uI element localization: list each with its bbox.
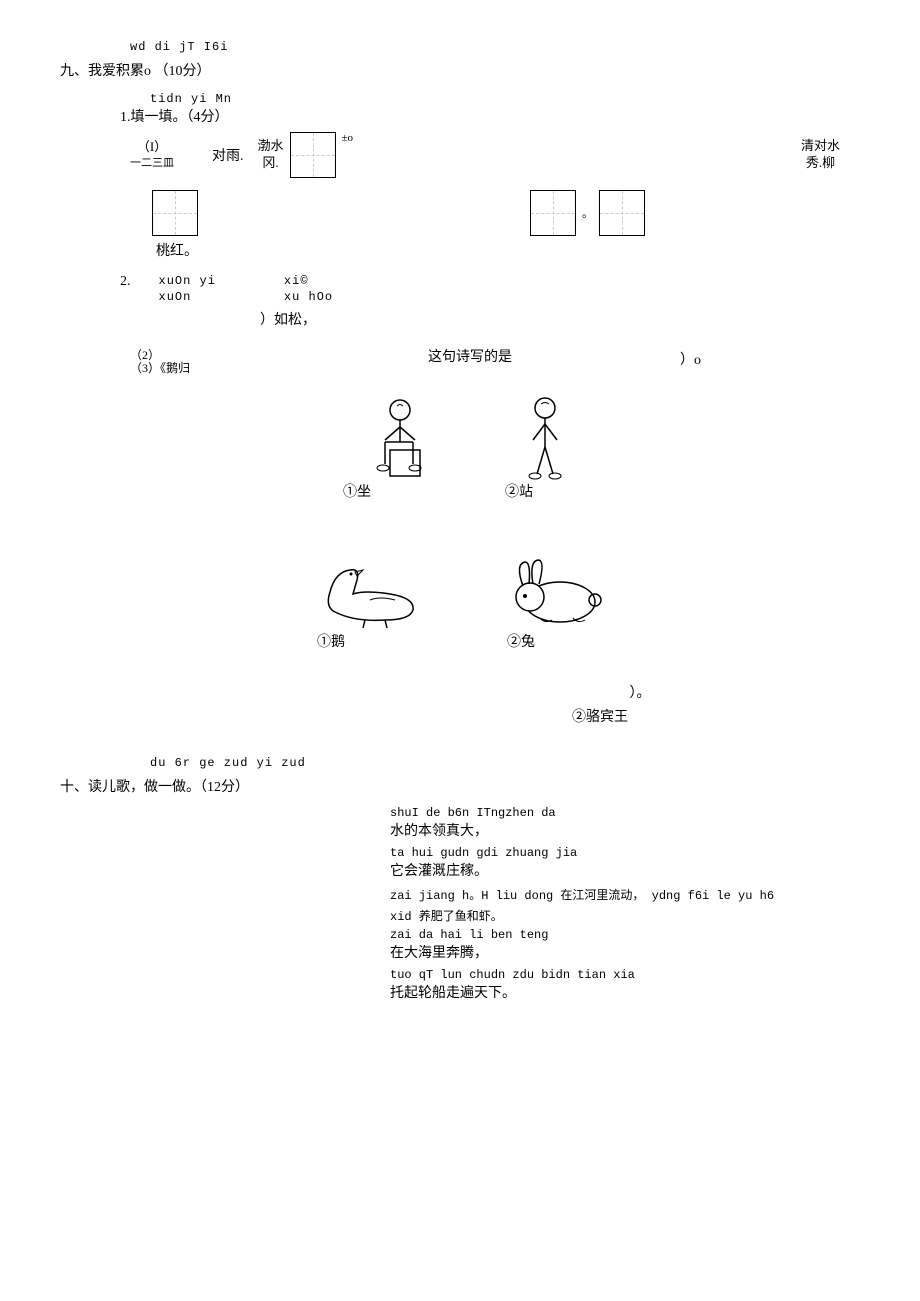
opt-stand-label: ②站 — [505, 484, 533, 502]
q1-text-a: 对雨. — [212, 145, 244, 165]
q1-text-b: 渤水 冈. — [258, 138, 284, 172]
write-box[interactable] — [599, 190, 645, 236]
opt-rabbit-label: ②兔 — [507, 634, 535, 652]
section10-pinyin: du 6r ge zud yi zud — [150, 756, 860, 770]
poem-py-0: shuI de b6n ITngzhen da — [390, 806, 860, 820]
write-box[interactable] — [152, 190, 198, 236]
section10-title: 十、读儿歌，做一做。（12分） — [60, 776, 860, 796]
poem-cn-0: 水的本领真大， — [390, 820, 860, 840]
stand-icon — [505, 392, 585, 482]
poem-cn-4: 在大海里奔腾， — [390, 942, 860, 962]
paren2: ）。 — [60, 682, 860, 702]
opt-sit-label: ①坐 — [343, 484, 371, 502]
q1-text-e: 桃红。 — [156, 240, 860, 260]
q1-pinyin: tidn yi Mn — [150, 92, 860, 106]
sit-icon — [335, 392, 445, 482]
q2-mid: 这句诗写的是 — [428, 349, 512, 367]
goose-rabbit-row: ①鹅 ②兔 — [60, 552, 860, 652]
q2-sub2: （3）《鹅归 — [130, 362, 190, 375]
poem-cn-5: 托起轮船走遍天下。 — [390, 982, 860, 1002]
section9-title: 九、我爱积累o （10分） — [60, 60, 860, 80]
q2-paren-end: ）o — [680, 349, 701, 369]
author-opt: ②骆宾王 — [340, 706, 860, 726]
poem-cn-1: 它会灌溉庄稼。 — [390, 860, 860, 880]
sit-stand-row: ①坐 ②站 — [60, 392, 860, 502]
write-box[interactable] — [530, 190, 576, 236]
poem-py-4: zai da hai li ben teng — [390, 928, 860, 942]
poem-py-3: xid 养肥了鱼和虾。 — [390, 907, 860, 924]
q2-label: 2. — [120, 274, 131, 290]
q1-text-d: 清对水 秀.柳 — [801, 138, 840, 172]
opt-goose-label: ①鹅 — [317, 634, 345, 652]
poem-block: shuI de b6n ITngzhen da水的本领真大， ta hui gu… — [390, 806, 860, 1002]
q1-text-c: ±o — [342, 132, 354, 144]
poem-py-2: zai jiang h。H liu dong 在江河里流动， ydng f6i … — [390, 886, 860, 903]
period: 。 — [582, 205, 593, 221]
q1-part1-num: （I） 一二三皿 — [130, 139, 174, 170]
q2-pinyin3: xi© — [284, 274, 309, 290]
poem-py-5: tuo qT lun chudn zdu bidn tian xia — [390, 968, 860, 982]
write-box[interactable] — [290, 132, 336, 178]
q2-pinyin2: xuOn — [159, 290, 192, 306]
q2-text1: ）如松， — [260, 309, 860, 329]
q1-label: 1.填一填。（4分） — [120, 106, 860, 126]
poem-py-1: ta hui gudn gdi zhuang jia — [390, 846, 860, 860]
q2-pinyin1: xuOn yi — [159, 274, 216, 290]
q2-pinyin4: xu hOo — [284, 290, 333, 306]
rabbit-icon — [495, 552, 615, 632]
goose-icon — [305, 552, 435, 632]
section9-pinyin: wd di jT I6i — [130, 40, 860, 54]
